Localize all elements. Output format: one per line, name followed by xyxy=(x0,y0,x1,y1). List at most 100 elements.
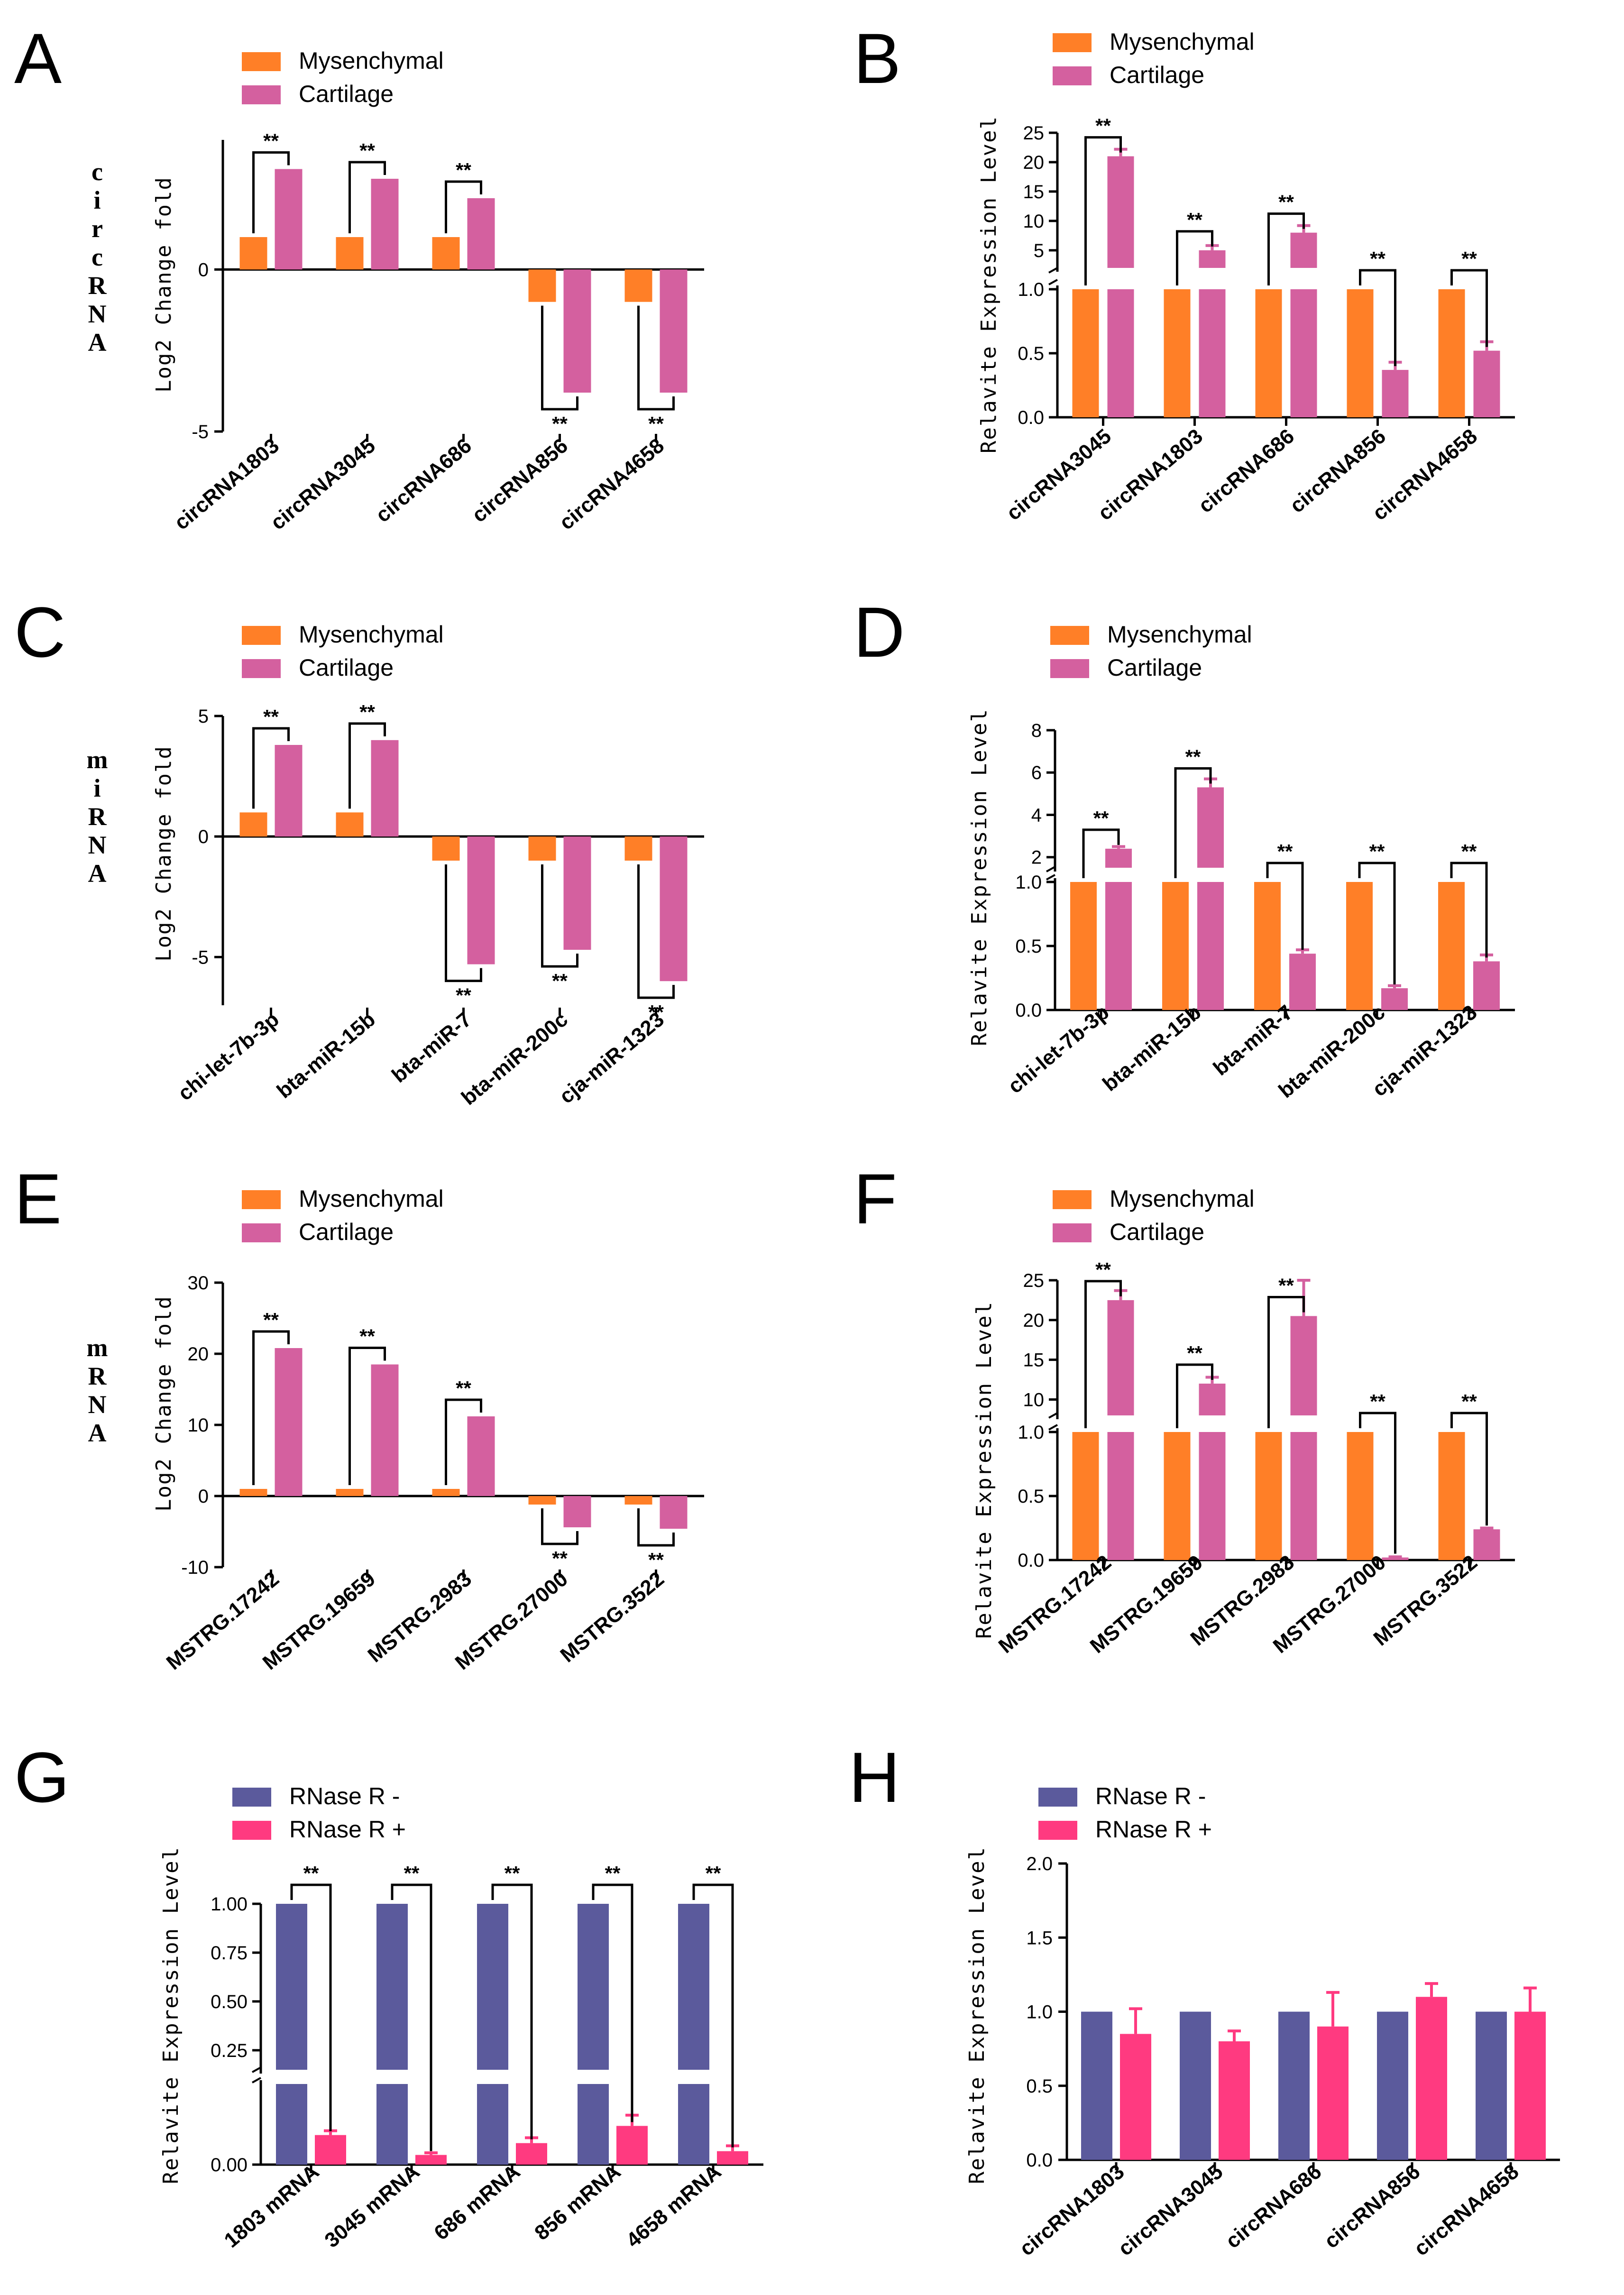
side-label-char: N xyxy=(88,300,107,328)
sig-label-B-3: ** xyxy=(1370,248,1385,270)
y-tick-label-E-4: 30 xyxy=(188,1273,209,1294)
legend-label-B-0: Mysenchymal xyxy=(1110,28,1255,55)
y-axis-label-B: Relavite Expression Level xyxy=(977,116,1001,453)
bar-C-1-3 xyxy=(563,836,591,950)
x-tick-label-C-1: bta-miR-15b xyxy=(273,1008,380,1103)
y-tick-label-C-0: -5 xyxy=(192,947,209,968)
y-tick-label-C-1: 0 xyxy=(198,826,209,847)
sig-bracket-B-2 xyxy=(1267,212,1305,285)
legend-label-E-1: Cartilage xyxy=(299,1219,394,1245)
bar-E-1-4 xyxy=(660,1496,688,1529)
legend-swatch-F-1 xyxy=(1053,1223,1092,1242)
bar-C-0-0 xyxy=(239,812,267,837)
bar-A-0-0 xyxy=(239,237,267,270)
bar-E-1-1 xyxy=(371,1364,399,1496)
y-axis-label-D: Relavite Expression Level xyxy=(967,708,991,1046)
sig-label-C-2: ** xyxy=(456,984,471,1007)
bar-A-1-1 xyxy=(371,179,399,270)
bar-F-0-3 xyxy=(1347,1432,1374,1560)
sig-bracket-C-3 xyxy=(541,864,578,968)
legend-label-B-1: Cartilage xyxy=(1110,62,1204,88)
legend-label-F-0: Mysenchymal xyxy=(1110,1185,1255,1212)
y-tick-label-upper-G-2: 0.75 xyxy=(211,1943,248,1964)
y-tick-label-H-0: 0.0 xyxy=(1026,2150,1053,2171)
x-tick-label-G-4: 4658 mRNA xyxy=(622,2160,726,2252)
sig-label-B-1: ** xyxy=(1187,209,1202,231)
bar-H-1-2 xyxy=(1317,2026,1349,2160)
sig-label-B-0: ** xyxy=(1095,115,1111,137)
y-tick-label-H-4: 2.0 xyxy=(1026,1854,1053,1874)
y-tick-label-lower-B-0: 0.0 xyxy=(1018,407,1044,428)
sig-bracket-A-0 xyxy=(252,151,290,233)
bar-E-0-3 xyxy=(528,1496,556,1505)
x-tick-label-A-0: circRNA1803 xyxy=(170,434,283,534)
sig-label-A-3: ** xyxy=(552,413,568,435)
bar-C-0-3 xyxy=(528,836,556,861)
y-tick-label-H-3: 1.5 xyxy=(1026,1928,1053,1948)
bar-B-1-3 xyxy=(1382,370,1409,417)
bar-B-1-1 xyxy=(1199,289,1226,417)
sig-label-F-2: ** xyxy=(1278,1274,1294,1296)
sig-label-G-1: ** xyxy=(404,1862,420,1884)
bar-D-0-2 xyxy=(1254,882,1281,1010)
sig-bracket-D-3 xyxy=(1358,862,1396,985)
y-tick-label-E-0: -10 xyxy=(181,1557,209,1578)
bar-H-1-3 xyxy=(1416,1997,1447,2160)
x-tick-label-C-2: bta-miR-7 xyxy=(387,1008,476,1087)
sig-label-C-0: ** xyxy=(263,706,279,728)
bar-G-1-0 xyxy=(315,2135,346,2165)
bar-B-1-2 xyxy=(1290,289,1317,417)
legend-swatch-B-1 xyxy=(1053,66,1092,85)
legend-swatch-C-0 xyxy=(242,626,281,645)
bar-C-0-4 xyxy=(624,836,652,861)
y-tick-label-upper-B-3: 20 xyxy=(1023,152,1045,173)
sig-label-D-0: ** xyxy=(1093,807,1109,829)
axis-break-mark-B-0 xyxy=(1048,267,1058,274)
y-tick-label-upper-F-2: 20 xyxy=(1023,1310,1045,1331)
sig-bracket-B-4 xyxy=(1450,269,1488,347)
sig-bracket-G-1 xyxy=(391,1883,432,2151)
x-tick-label-C-4: cja-miR-1323 xyxy=(555,1008,668,1108)
legend-label-D-1: Cartilage xyxy=(1107,654,1202,681)
bar-upper-G-0-0 xyxy=(276,1904,307,2070)
axis-break-mark-G-1 xyxy=(252,2077,261,2084)
y-tick-label-upper-B-4: 25 xyxy=(1023,123,1045,144)
y-axis-label-H: Relavite Expression Level xyxy=(965,1846,989,2184)
x-tick-label-H-4: circRNA4658 xyxy=(1410,2160,1523,2260)
legend-swatch-G-0 xyxy=(232,1788,271,1807)
sig-label-B-2: ** xyxy=(1278,191,1294,213)
sig-bracket-G-4 xyxy=(692,1883,734,2148)
bar-upper-G-0-1 xyxy=(376,1904,408,2070)
sig-label-E-1: ** xyxy=(359,1325,375,1348)
y-axis-label-C: Log2 Change fold xyxy=(152,745,176,962)
bar-A-1-2 xyxy=(467,198,495,270)
sig-label-E-4: ** xyxy=(648,1549,664,1571)
bar-upper-G-0-2 xyxy=(477,1904,508,2070)
y-tick-label-lower-D-1: 0.5 xyxy=(1015,936,1042,957)
side-label-char: A xyxy=(88,1419,107,1447)
y-axis-label-A: Log2 Change fold xyxy=(152,176,176,393)
sig-bracket-B-3 xyxy=(1359,269,1396,367)
bar-G-0-2 xyxy=(477,2084,508,2165)
bar-B-1-4 xyxy=(1473,350,1500,417)
bar-A-0-2 xyxy=(432,237,460,270)
bar-G-0-0 xyxy=(276,2084,307,2165)
y-tick-label-upper-F-1: 15 xyxy=(1023,1350,1045,1371)
bar-upper-B-1-2 xyxy=(1290,232,1317,268)
bar-D-0-4 xyxy=(1438,882,1465,1010)
sig-bracket-A-2 xyxy=(445,180,482,233)
y-tick-label-lower-B-1: 0.5 xyxy=(1018,343,1044,364)
y-tick-label-lower-G-0: 0.00 xyxy=(211,2155,248,2176)
x-tick-label-H-3: circRNA856 xyxy=(1320,2160,1425,2253)
sig-label-F-4: ** xyxy=(1461,1390,1477,1413)
sig-label-A-0: ** xyxy=(263,130,279,152)
bar-upper-F-1-2 xyxy=(1290,1316,1317,1415)
sig-label-F-3: ** xyxy=(1370,1390,1385,1413)
x-tick-label-A-3: circRNA856 xyxy=(468,434,572,527)
bar-D-0-3 xyxy=(1346,882,1373,1010)
bar-E-0-1 xyxy=(336,1489,364,1496)
axis-break-mark-B-1 xyxy=(1048,279,1058,285)
bar-C-0-1 xyxy=(336,812,364,837)
side-label-char: r xyxy=(92,214,103,243)
